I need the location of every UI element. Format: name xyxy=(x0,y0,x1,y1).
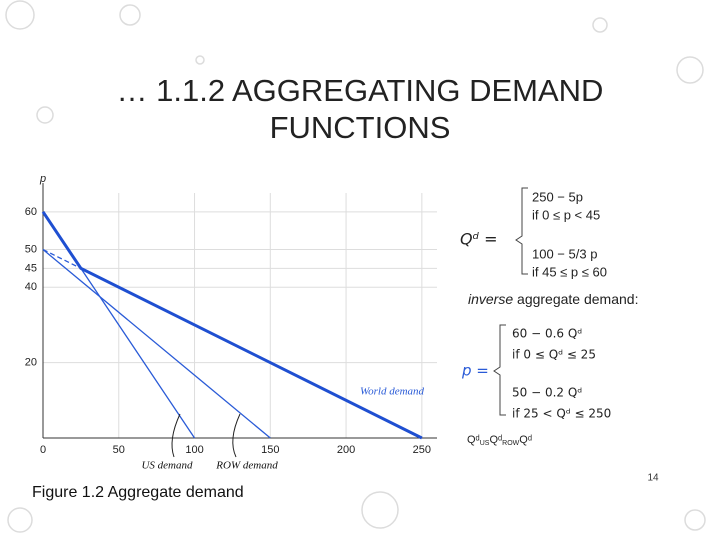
title-line: FUNCTIONS xyxy=(270,110,451,145)
x-axis-label: QᵈUSQᵈROWQᵈ xyxy=(467,434,532,447)
inverse-heading: inverse aggregate demand: xyxy=(468,291,638,307)
brace xyxy=(515,187,528,275)
page-number: 14 xyxy=(647,473,659,484)
formula-lhs: Qᵈ = xyxy=(460,230,498,249)
x-tick-label: 250 xyxy=(413,444,431,456)
x-tick-label: 50 xyxy=(113,444,125,456)
chart: 0 50 100 150 200 2502040455060pQᵈUSQᵈROWQᵈUS … xyxy=(25,173,532,472)
case-cond: if 45 ≤ p ≤ 60 xyxy=(532,264,607,279)
formula-lhs: p = xyxy=(461,362,489,380)
arrow xyxy=(171,413,181,458)
subscript: US xyxy=(480,440,490,447)
case-cond: if 0 ≤ p < 45 xyxy=(532,207,600,222)
y-tick-label: 45 xyxy=(25,262,37,274)
x-tick-label: 100 xyxy=(185,444,203,456)
series-label: World demand xyxy=(360,386,425,398)
symbol: Qᵈ xyxy=(467,434,480,446)
case-expr: 250 − 5p xyxy=(532,189,583,204)
line xyxy=(41,211,423,440)
series-label: US demand xyxy=(141,460,193,472)
line xyxy=(42,248,82,269)
x-tick-label: 200 xyxy=(337,444,355,456)
brace xyxy=(493,324,506,416)
y-axis-label: p xyxy=(39,173,46,185)
text: aggregate demand: xyxy=(513,291,638,307)
symbol: Qᵈ xyxy=(519,434,532,446)
case-cond: if 0 ≤ Qᵈ ≤ 25 xyxy=(512,348,596,362)
caption: Figure 1.2 Aggregate demand xyxy=(32,484,244,501)
symbol: Qᵈ xyxy=(489,434,502,446)
subscript: ROW xyxy=(502,440,520,447)
water-drops xyxy=(5,0,706,533)
case-expr: 50 − 0.2 Qᵈ xyxy=(512,386,582,400)
emphasis: inverse xyxy=(468,291,513,307)
case-expr: 100 − 5/3 p xyxy=(532,246,597,261)
title-line: … 1.1.2 AGGREGATING DEMAND xyxy=(117,73,604,108)
case-cond: if 25 < Qᵈ ≤ 250 xyxy=(512,407,611,421)
y-tick-label: 60 xyxy=(25,206,37,218)
y-tick-label: 40 xyxy=(25,281,37,293)
y-tick-label: 50 xyxy=(25,243,37,255)
line xyxy=(42,249,271,439)
x-tick-label: 150 xyxy=(261,444,279,456)
case-expr: 60 − 0.6 Qᵈ xyxy=(512,327,582,341)
y-tick-label: 20 xyxy=(25,357,37,369)
x-tick-label: 0 xyxy=(40,444,46,456)
series-label: ROW demand xyxy=(215,460,278,472)
arrow xyxy=(232,413,241,458)
